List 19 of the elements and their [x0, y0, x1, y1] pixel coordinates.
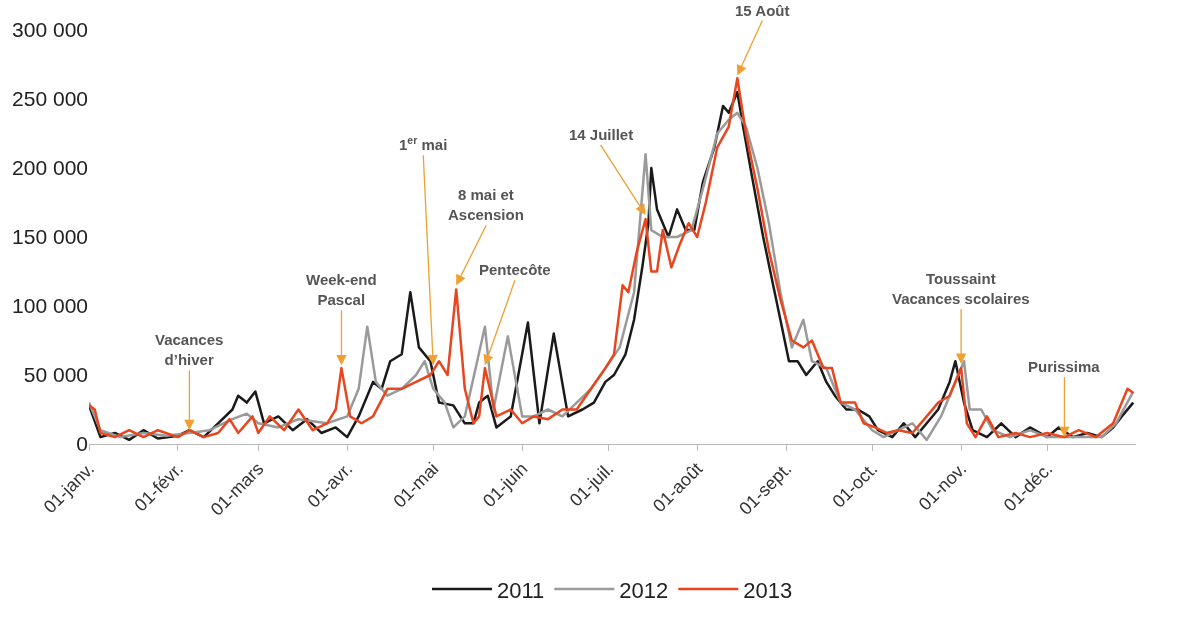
y-tick-label: 50 000	[23, 363, 88, 387]
y-tick-label: 250 000	[12, 87, 88, 111]
annotation: Vacances d’hiver	[155, 331, 224, 368]
y-tick-label: 100 000	[12, 294, 88, 318]
y-tick-label: 200 000	[12, 156, 88, 180]
annotation: 15 Août	[735, 2, 790, 19]
annotation: Toussaint Vacances scolaires	[892, 270, 1030, 307]
legend-label: 2012	[619, 577, 669, 603]
annotation: Week-end Pascal	[306, 271, 377, 308]
annotation: 8 mai et Ascension	[448, 186, 524, 223]
annotation: Purissima	[1028, 358, 1101, 375]
annotation: Pentecôte	[479, 261, 551, 278]
annotation: 14 Juillet	[569, 126, 634, 143]
y-tick-label: 0	[76, 432, 88, 456]
legend-label: 2011	[497, 577, 545, 603]
y-tick-label: 150 000	[12, 225, 88, 249]
legend-label: 2013	[743, 577, 793, 603]
y-tick-label: 300 000	[12, 18, 88, 42]
annotation: 1$^{er}$ mai	[399, 134, 448, 154]
